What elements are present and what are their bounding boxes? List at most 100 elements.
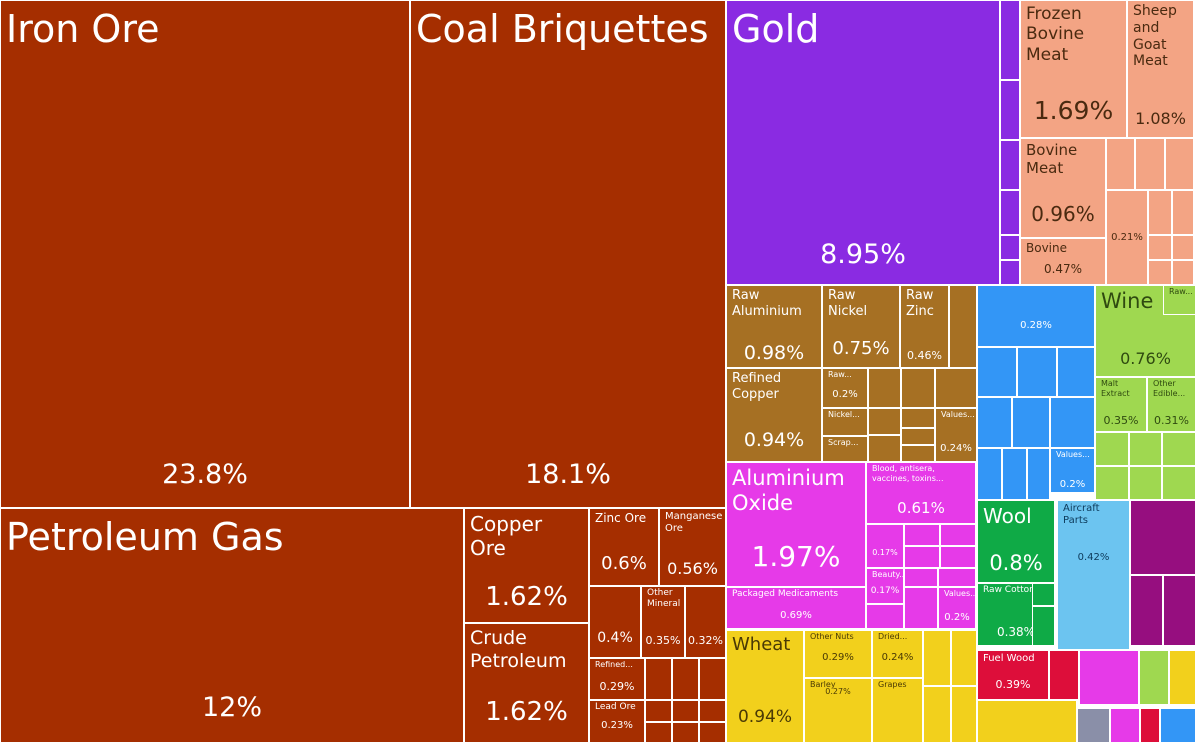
- treemap-cell[interactable]: Packaged Medicaments 0.69%: [726, 587, 866, 629]
- treemap-cell[interactable]: [1140, 708, 1160, 743]
- treemap-cell[interactable]: [1162, 466, 1196, 500]
- treemap-cell[interactable]: [1110, 708, 1140, 743]
- treemap-cell[interactable]: [645, 722, 672, 743]
- treemap-cell[interactable]: [1050, 397, 1095, 448]
- treemap-cell[interactable]: [904, 524, 940, 546]
- treemap-cell[interactable]: Other Nuts 0.29%: [804, 630, 872, 678]
- treemap-cell[interactable]: [1148, 235, 1172, 260]
- treemap-cell[interactable]: Other Mineral 0.35%: [641, 586, 685, 658]
- treemap-cell[interactable]: Raw Zinc 0.46%: [900, 285, 949, 368]
- treemap-cell[interactable]: [1163, 575, 1196, 646]
- treemap-cell[interactable]: [1000, 0, 1020, 80]
- treemap-cell[interactable]: Scrap...: [822, 436, 868, 462]
- treemap-cell[interactable]: [1000, 235, 1020, 260]
- treemap-cell[interactable]: Other Edible... 0.31%: [1147, 377, 1196, 432]
- treemap-cell[interactable]: Aircraft Parts 0.42%: [1057, 500, 1130, 650]
- treemap-cell[interactable]: Refined Copper 0.94%: [726, 368, 822, 462]
- treemap-cell[interactable]: 0.28%: [977, 285, 1095, 347]
- treemap-cell[interactable]: [1000, 140, 1020, 190]
- treemap-cell[interactable]: [977, 347, 1017, 397]
- treemap-cell[interactable]: [940, 546, 976, 568]
- treemap-cell[interactable]: Grapes: [872, 678, 923, 743]
- treemap-cell[interactable]: [645, 658, 672, 700]
- treemap-cell[interactable]: Raw Aluminium 0.98%: [726, 285, 822, 368]
- treemap-cell[interactable]: Raw Nickel 0.75%: [822, 285, 900, 368]
- treemap-cell[interactable]: Fuel Wood 0.39%: [977, 650, 1049, 700]
- treemap-cell[interactable]: Beauty... 0.17%: [866, 568, 904, 604]
- treemap-cell[interactable]: [1139, 650, 1169, 705]
- treemap-cell[interactable]: [1032, 583, 1055, 606]
- treemap-cell[interactable]: [904, 587, 938, 629]
- treemap-cell[interactable]: [977, 448, 1002, 500]
- treemap-cell[interactable]: Bovine Meat 0.96%: [1020, 138, 1106, 238]
- treemap-cell[interactable]: [904, 568, 938, 587]
- treemap-cell[interactable]: [1000, 260, 1020, 285]
- treemap-cell[interactable]: Barley 0.27%: [804, 678, 872, 743]
- treemap-cell[interactable]: Lead Ore 0.23%: [589, 700, 645, 743]
- treemap-cell[interactable]: [1095, 432, 1129, 466]
- treemap-cell[interactable]: [645, 700, 672, 722]
- treemap-cell[interactable]: Blood, antisera, vaccines, toxins... 0.61…: [866, 462, 976, 524]
- treemap-cell[interactable]: Raw...: [1163, 285, 1196, 315]
- treemap-cell[interactable]: Gold 8.95%: [726, 0, 1000, 285]
- treemap-cell[interactable]: [1130, 500, 1196, 575]
- treemap-cell[interactable]: [949, 285, 977, 368]
- treemap-cell[interactable]: [1160, 708, 1196, 743]
- treemap-cell[interactable]: [868, 368, 901, 408]
- treemap-cell[interactable]: Crude Petroleum 1.62%: [464, 623, 589, 743]
- treemap-cell[interactable]: [901, 408, 935, 428]
- treemap-cell[interactable]: Aluminium Oxide 1.97%: [726, 462, 866, 587]
- treemap-cell[interactable]: [1169, 650, 1196, 705]
- treemap-cell[interactable]: Malt Extract 0.35%: [1095, 377, 1147, 432]
- treemap-cell[interactable]: Values... 0.2%: [938, 587, 976, 629]
- treemap-cell[interactable]: Wool 0.8%: [977, 500, 1055, 583]
- treemap-cell[interactable]: [699, 700, 726, 722]
- treemap-cell[interactable]: [1172, 235, 1194, 260]
- treemap-cell[interactable]: [935, 368, 977, 408]
- treemap-cell[interactable]: [1057, 347, 1095, 397]
- treemap-cell[interactable]: [868, 435, 901, 462]
- treemap-cell[interactable]: Nickel...: [822, 408, 868, 436]
- treemap-cell[interactable]: [1135, 138, 1165, 190]
- treemap-cell[interactable]: [672, 700, 699, 722]
- treemap-cell[interactable]: Frozen Bovine Meat 1.69%: [1020, 0, 1127, 138]
- treemap-cell[interactable]: [977, 700, 1077, 743]
- treemap-cell[interactable]: 0.17%: [866, 524, 904, 568]
- treemap-cell[interactable]: Petroleum Gas 12%: [0, 508, 464, 743]
- treemap-cell[interactable]: Sheep and Goat Meat 1.08%: [1127, 0, 1194, 138]
- treemap-cell[interactable]: 0.21%: [1106, 190, 1148, 285]
- treemap-cell[interactable]: [977, 397, 1012, 448]
- treemap-cell[interactable]: [1130, 575, 1163, 646]
- treemap-cell[interactable]: [1172, 190, 1194, 235]
- treemap-cell[interactable]: [1049, 650, 1079, 700]
- treemap-cell[interactable]: [938, 568, 976, 587]
- treemap-cell[interactable]: Zinc Ore 0.6%: [589, 508, 659, 586]
- treemap-cell[interactable]: [1172, 260, 1194, 285]
- treemap-cell[interactable]: [923, 686, 951, 743]
- treemap-cell[interactable]: [1162, 432, 1196, 466]
- treemap-cell[interactable]: [699, 722, 726, 743]
- treemap-cell[interactable]: 0.32%: [685, 586, 726, 658]
- treemap-cell[interactable]: [923, 630, 951, 686]
- treemap-cell[interactable]: [1148, 260, 1172, 285]
- treemap-cell[interactable]: [1027, 448, 1050, 500]
- treemap-cell[interactable]: Bovine 0.47%: [1020, 238, 1106, 285]
- treemap-cell[interactable]: [1106, 138, 1135, 190]
- treemap-cell[interactable]: [866, 604, 904, 629]
- treemap-cell[interactable]: [1079, 650, 1139, 705]
- treemap-cell[interactable]: Wheat 0.94%: [726, 630, 804, 743]
- treemap-cell[interactable]: [901, 445, 935, 462]
- treemap-cell[interactable]: [699, 658, 726, 700]
- treemap-cell[interactable]: Copper Ore 1.62%: [464, 508, 589, 623]
- treemap-cell[interactable]: [1012, 397, 1050, 448]
- treemap-cell[interactable]: [1032, 606, 1055, 646]
- treemap-cell[interactable]: [1148, 190, 1172, 235]
- treemap-cell[interactable]: [1165, 138, 1194, 190]
- treemap-cell[interactable]: [1002, 448, 1027, 500]
- treemap-cell[interactable]: [1095, 466, 1129, 500]
- treemap-cell[interactable]: 0.4%: [589, 586, 641, 658]
- treemap-cell[interactable]: [901, 368, 935, 408]
- treemap-cell[interactable]: [672, 722, 699, 743]
- treemap-cell[interactable]: [1129, 466, 1162, 500]
- treemap-cell[interactable]: [951, 630, 977, 686]
